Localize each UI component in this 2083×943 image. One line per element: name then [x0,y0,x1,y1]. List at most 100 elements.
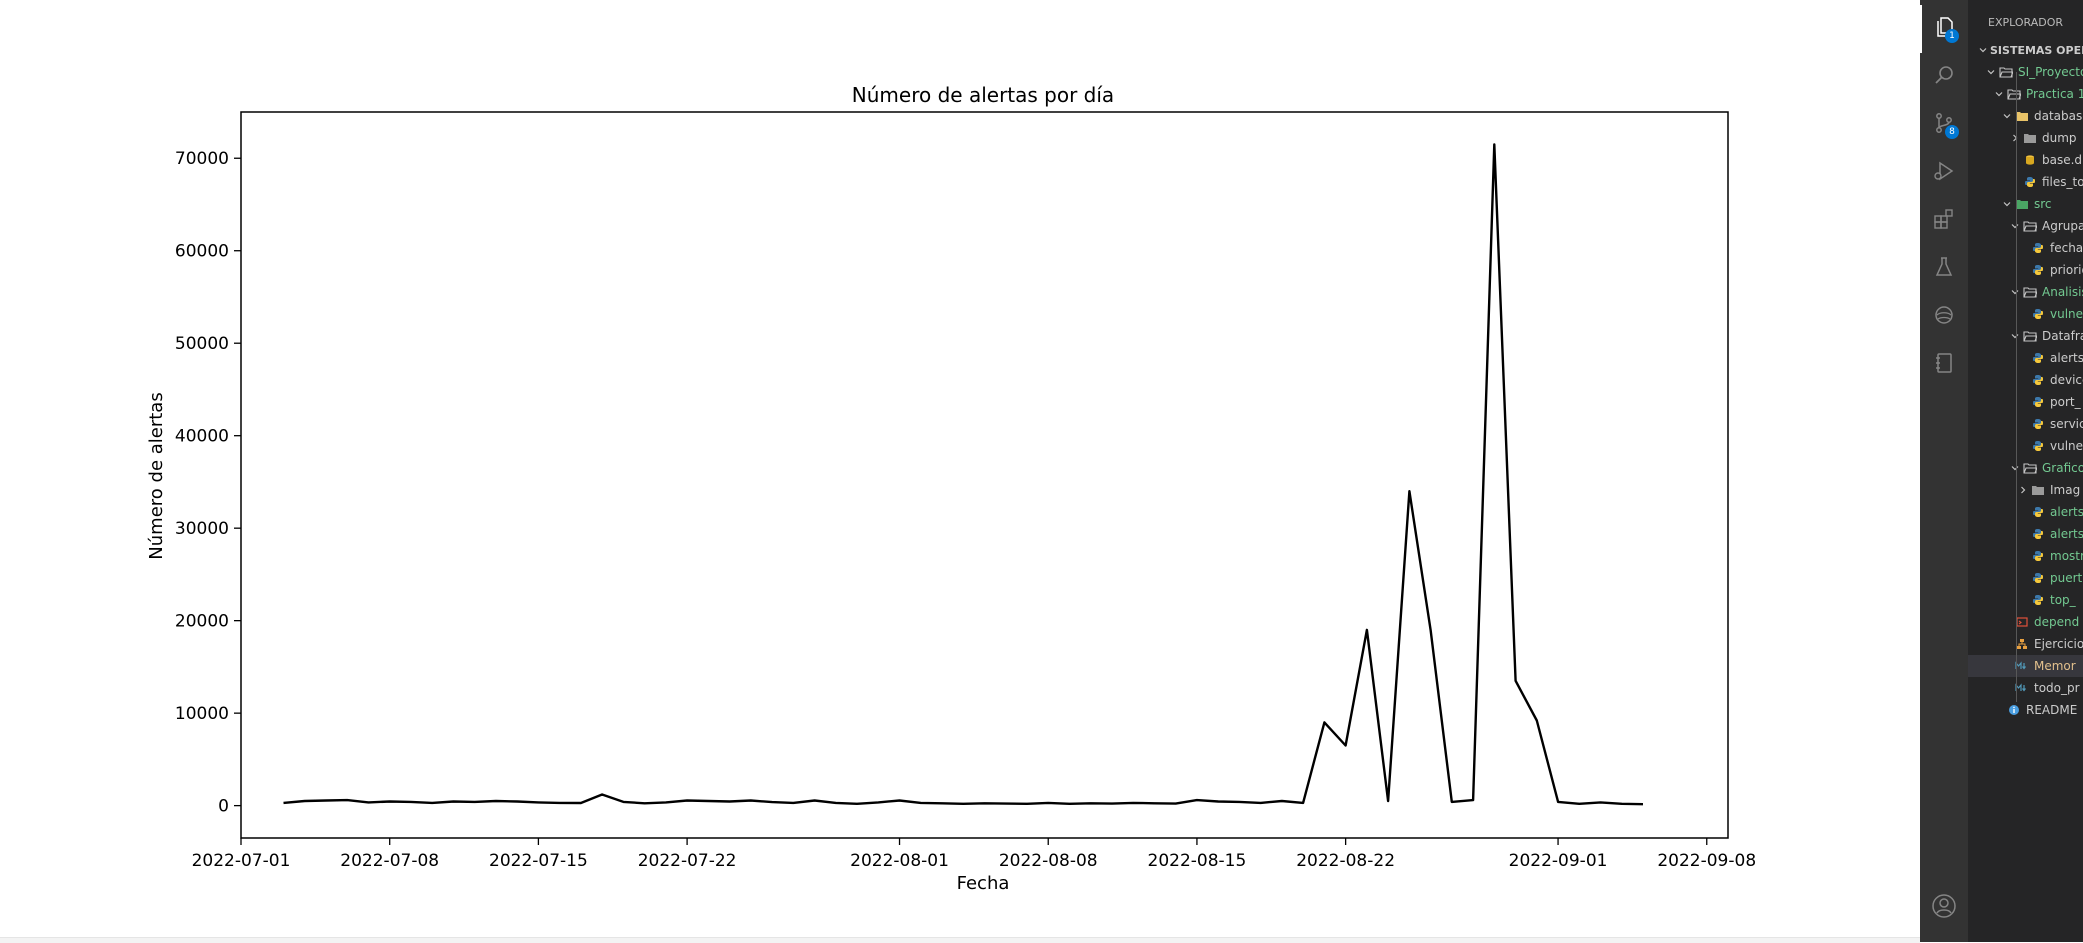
tree-item-label: Imag [2050,483,2080,497]
python-icon [2030,438,2046,454]
tree-item-label: port_ [2050,395,2081,409]
chevron-down-icon[interactable] [1976,45,1990,55]
activity-explorer[interactable]: 1 [1920,5,1968,53]
chevron-down-icon[interactable] [2008,331,2022,341]
chevron-down-icon[interactable] [1984,67,1998,77]
python-icon [2022,174,2038,190]
x-tick-label: 2022-09-08 [1657,851,1756,871]
tree-item[interactable]: alerts [1968,501,2083,523]
python-icon [2030,306,2046,322]
tree-item[interactable]: todo_pr [1968,677,2083,699]
tree-item[interactable]: dump [1968,127,2083,149]
tree-item-label: Grafico [2042,461,2083,475]
activity-source-control[interactable]: 8 [1920,101,1968,149]
activity-testing[interactable] [1920,245,1968,293]
activity-notebook[interactable] [1920,341,1968,389]
tree-item[interactable]: top_ [1968,589,2083,611]
account-icon [1931,893,1957,923]
tree-item[interactable]: Ejercicio [1968,633,2083,655]
chevron-down-icon[interactable] [2008,221,2022,231]
activity-remote[interactable] [1920,293,1968,341]
run-debug-icon [1932,159,1956,187]
tree-item-label: depend [2034,615,2079,629]
chevron-down-icon[interactable] [2008,463,2022,473]
tree-item[interactable]: vulner [1968,303,2083,325]
activity-search[interactable] [1920,53,1968,101]
y-axis-label: Número de alertas [146,392,167,559]
tree-item[interactable]: alerts_ [1968,347,2083,369]
tree-item-label: puert [2050,571,2082,585]
tree-item[interactable]: Datafra [1968,325,2083,347]
tree-item-label: files_to [2042,175,2083,189]
tree-item-label: alerts [2050,505,2083,519]
tree-item[interactable]: device [1968,369,2083,391]
tree-item[interactable]: Imag [1968,479,2083,501]
bottom-strip [0,937,1920,943]
tree-item-label: base.db [2042,153,2083,167]
python-icon [2030,526,2046,542]
x-axis-label: Fecha [957,873,1010,894]
chevron-down-icon[interactable] [2000,199,2014,209]
tree-item[interactable]: README [1968,699,2083,721]
tree-item[interactable]: base.db [1968,149,2083,171]
tree-item-label: SI_Proyecto [2018,65,2083,79]
tree-item[interactable]: Analisis [1968,281,2083,303]
folder-open-icon [2022,460,2038,476]
activity-extensions[interactable] [1920,197,1968,245]
tree-item-label: fechas [2050,241,2083,255]
chevron-down-icon[interactable] [2000,111,2014,121]
tree-item-label: alerts [2050,527,2083,541]
x-tick-label: 2022-08-01 [850,851,949,871]
chevron-right-icon[interactable] [2008,133,2022,143]
tree-item[interactable]: depend [1968,611,2083,633]
chevron-down-icon[interactable] [1992,89,2006,99]
tree-item[interactable]: database [1968,105,2083,127]
alerts-line-chart: Número de alertas por día Fecha Número d… [0,0,1920,942]
tree-item-label: Ejercicio [2034,637,2083,651]
tree-item[interactable]: SI_Proyecto [1968,61,2083,83]
tree-item-label: Practica 1 [2026,87,2083,101]
x-tick-label: 2022-09-01 [1509,851,1608,871]
notebook-icon [1932,351,1956,379]
x-tick-label: 2022-07-22 [638,851,737,871]
python-icon [2030,592,2046,608]
folder-open-icon [1998,64,2014,80]
chevron-down-icon[interactable] [2008,287,2022,297]
tree-item[interactable]: fechas [1968,237,2083,259]
activity-run-debug[interactable] [1920,149,1968,197]
tree-item[interactable]: files_to [1968,171,2083,193]
folder-open-icon [2022,284,2038,300]
tree-item-label: mostr [2050,549,2083,563]
tree-item-label: Memor [2034,659,2076,673]
tree-item[interactable]: servic [1968,413,2083,435]
tree-item[interactable]: mostr [1968,545,2083,567]
tree-item[interactable]: Memor [1968,655,2083,677]
explorer-title: EXPLORADOR [1988,16,2063,29]
tree-item[interactable]: alerts [1968,523,2083,545]
tree-item[interactable]: priorid [1968,259,2083,281]
python-icon [2030,240,2046,256]
tree-item[interactable]: vulner [1968,435,2083,457]
source-control-badge: 8 [1945,125,1959,139]
y-tick-label: 60000 [175,242,229,262]
testing-icon [1932,255,1956,283]
tree-item[interactable]: SISTEMAS OPERATIVOS [1968,39,2083,61]
tree-item[interactable]: Grafico [1968,457,2083,479]
tree-item[interactable]: Practica 1 [1968,83,2083,105]
python-icon [2030,394,2046,410]
tree-item-label: README [2026,703,2077,717]
chart-title: Número de alertas por día [852,83,1114,107]
tree-item-label: database [2034,109,2083,123]
chevron-right-icon[interactable] [2016,485,2030,495]
tree-item[interactable]: port_ [1968,391,2083,413]
tree-item[interactable]: puert [1968,567,2083,589]
tree-item[interactable]: Agrupa [1968,215,2083,237]
y-tick-label: 40000 [175,427,229,447]
tree-item-label: dump [2042,131,2077,145]
tree-item[interactable]: src [1968,193,2083,215]
database-icon [2022,152,2038,168]
chart-area: Número de alertas por día Fecha Número d… [0,0,1920,942]
activity-account[interactable] [1920,884,1968,932]
folder-gray-icon [2030,482,2046,498]
x-tick-label: 2022-07-01 [192,851,291,871]
